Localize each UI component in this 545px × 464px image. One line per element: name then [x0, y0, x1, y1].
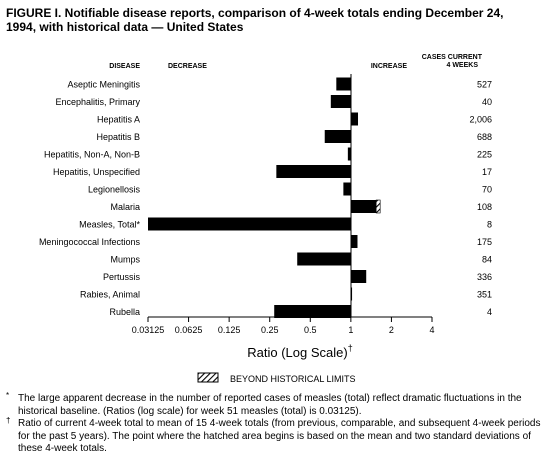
cases-value: 351	[477, 290, 492, 300]
category-label: Rubella	[109, 307, 140, 317]
x-tick-label: 0.0625	[175, 325, 203, 335]
cases-value: 4	[487, 307, 492, 317]
category-label: Malaria	[110, 202, 140, 212]
cases-value: 84	[482, 255, 492, 265]
bar	[274, 305, 351, 318]
header-increase: INCREASE	[371, 63, 408, 70]
cases-value: 688	[477, 132, 492, 142]
footnote-measles: * The large apparent decrease in the num…	[6, 391, 542, 418]
category-label: Hepatitis, Non-A, Non-B	[44, 150, 140, 160]
x-tick-label: 4	[429, 325, 434, 335]
legend-hatch-swatch	[197, 372, 219, 383]
category-label: Legionellosis	[88, 185, 141, 195]
header-cases-line2: 4 WEEKS	[446, 62, 478, 69]
legend-label: BEYOND HISTORICAL LIMITS	[230, 374, 356, 384]
figure-title: FIGURE I. Notifiable disease reports, co…	[6, 6, 504, 34]
x-tick-label: 2	[389, 325, 394, 335]
bar	[276, 165, 351, 178]
cases-value: 40	[482, 97, 492, 107]
category-label: Encephalitis, Primary	[55, 97, 140, 107]
x-tick-label: 0.5	[304, 325, 317, 335]
bar	[330, 95, 351, 108]
x-tick-label: 0.03125	[132, 325, 165, 335]
bar	[148, 217, 351, 231]
x-tick-label: 0.125	[218, 325, 241, 335]
cases-value: 17	[482, 167, 492, 177]
category-label: Measles, Total*	[79, 220, 140, 230]
cases-value: 108	[477, 202, 492, 212]
cases-value: 175	[477, 237, 492, 247]
category-label: Hepatitis, Unspecified	[53, 167, 140, 177]
category-label: Hepatitis A	[97, 115, 140, 125]
bar	[350, 112, 359, 126]
bar	[297, 252, 351, 266]
footnote-text: Ratio of current 4-week total to mean of…	[18, 418, 541, 454]
bar-hatch	[375, 199, 381, 214]
cases-value: 527	[477, 80, 492, 90]
category-label: Rabies, Animal	[80, 290, 140, 300]
bar	[343, 182, 351, 196]
bar	[336, 77, 351, 91]
category-label: Hepatitis B	[96, 132, 140, 142]
category-label: Aseptic Meningitis	[67, 80, 140, 90]
bar	[350, 270, 367, 283]
category-label: Mumps	[110, 255, 140, 265]
bar	[347, 147, 351, 161]
footnote-text: The large apparent decrease in the numbe…	[18, 393, 522, 417]
cases-value: 2,006	[469, 115, 492, 125]
x-tick-label: 0.25	[261, 325, 279, 335]
footnote-mark: †	[6, 416, 11, 425]
bar	[350, 200, 381, 213]
cases-value: 8	[487, 220, 492, 230]
header-disease: DISEASE	[109, 63, 140, 70]
bar	[324, 130, 351, 143]
cases-value: 70	[482, 185, 492, 195]
header-cases-line1: CASES CURRENT	[422, 54, 483, 61]
footnotes: * The large apparent decrease in the num…	[6, 391, 542, 456]
bar	[350, 235, 358, 248]
footnote-ratio: † Ratio of current 4-week total to mean …	[6, 416, 542, 456]
cases-value: 336	[477, 272, 492, 282]
header-decrease: DECREASE	[168, 63, 207, 70]
footnote-mark: *	[6, 391, 10, 400]
cases-value: 225	[477, 150, 492, 160]
category-label: Pertussis	[103, 272, 141, 282]
category-label: Meningococcal Infections	[39, 237, 141, 247]
x-axis-label: Ratio (Log Scale)†	[247, 343, 352, 360]
x-tick-label: 1	[348, 325, 353, 335]
